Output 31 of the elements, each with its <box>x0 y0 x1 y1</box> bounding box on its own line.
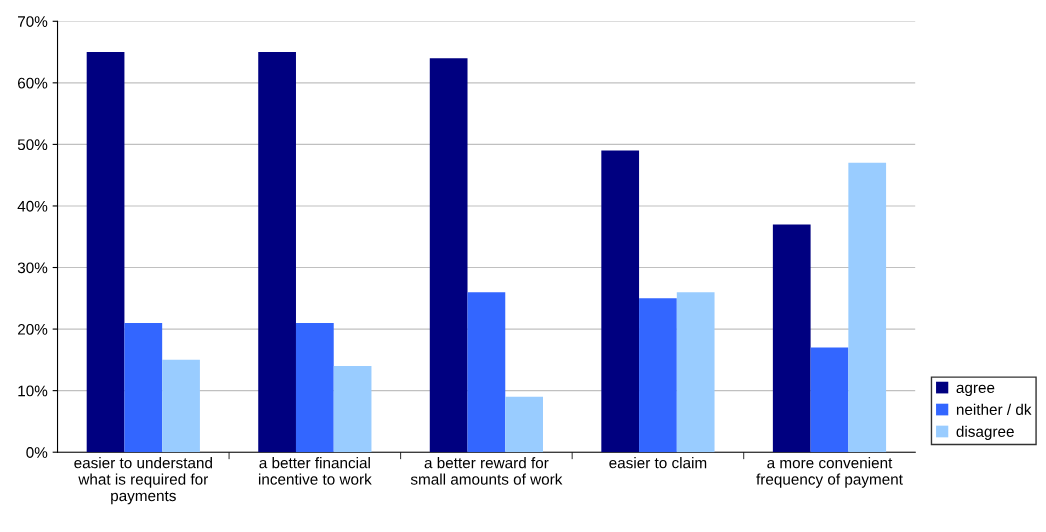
y-tick-label: 70% <box>18 16 48 27</box>
bar <box>86 52 125 453</box>
y-tick-label: 20% <box>18 323 48 335</box>
bar <box>429 58 468 453</box>
x-tick-label: a more convenient frequency of payment <box>756 457 903 488</box>
y-tick-label: 50% <box>17 139 48 151</box>
bar <box>810 347 849 453</box>
y-tick-label: 60% <box>18 77 48 89</box>
bar <box>772 224 811 453</box>
x-tick-label: easier to understand what is required for payments <box>74 457 212 505</box>
x-tick-label: a better financial incentive to work <box>258 457 372 485</box>
bar <box>124 322 163 453</box>
y-tick-label: 40% <box>17 200 48 212</box>
bar <box>295 322 334 453</box>
y-tick-label: 0% <box>26 447 48 458</box>
legend-label: disagree <box>956 425 1014 440</box>
bar <box>848 162 887 453</box>
legend-label: neither / dk <box>956 403 1032 415</box>
bar <box>676 292 715 453</box>
bar <box>601 150 640 453</box>
x-tick-label: a better reward for small amounts of work <box>410 457 563 485</box>
bar <box>467 292 506 453</box>
y-tick-label: 10% <box>18 385 48 397</box>
x-tick-label: easier to claim <box>609 457 707 469</box>
bar <box>333 366 372 453</box>
bar <box>162 359 200 453</box>
bar <box>505 396 543 453</box>
legend-label: agree <box>956 384 995 397</box>
bar <box>258 52 296 453</box>
y-tick-label: 30% <box>17 262 48 274</box>
bar <box>639 298 677 453</box>
